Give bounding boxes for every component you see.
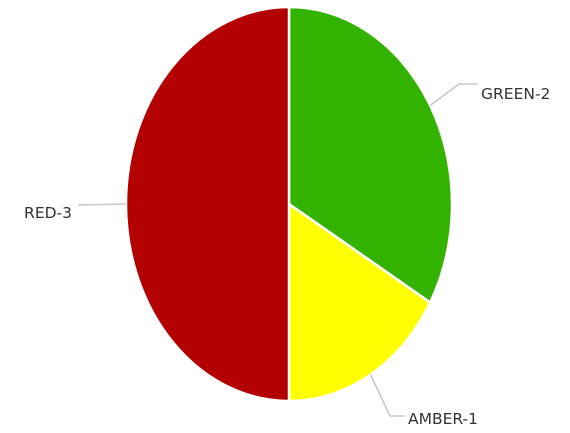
pie-slice-green-2 (287, 5, 454, 304)
slice-label-red-3: RED-3 (24, 204, 72, 222)
leader-line-green-2 (429, 83, 478, 107)
leader-line-red-3 (77, 203, 127, 206)
pie-labels: GREEN-2 AMBER-1 RED-3 (24, 83, 550, 428)
pie-slice-red-3 (124, 5, 291, 403)
leader-line-amber-1 (369, 374, 405, 417)
slice-label-amber-1: AMBER-1 (408, 410, 478, 428)
pie-slices (124, 5, 454, 403)
slice-label-green-2: GREEN-2 (481, 85, 550, 103)
